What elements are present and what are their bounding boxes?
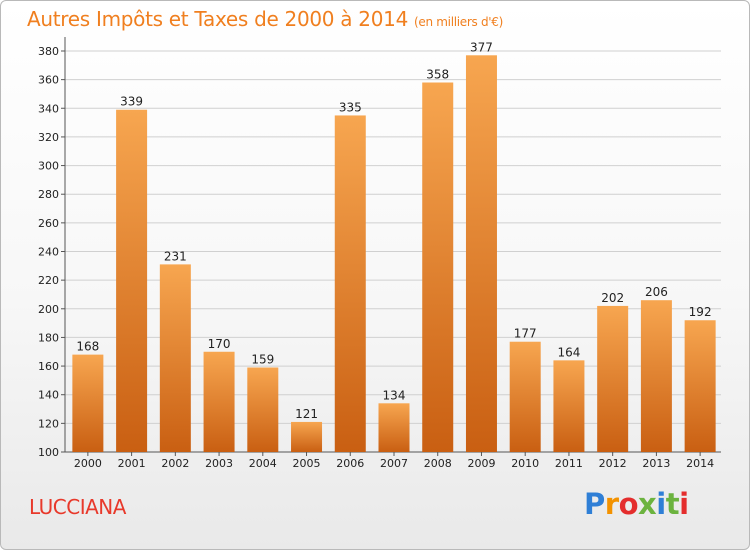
bar-2009 — [465, 55, 497, 453]
commune-name: LUCCIANA — [29, 495, 126, 519]
chart-unit: (en milliers d'€) — [414, 15, 504, 29]
x-tick-label: 2001 — [118, 457, 146, 470]
y-tick-label: 200 — [38, 303, 59, 316]
y-tick-label: 280 — [38, 188, 59, 201]
x-tick-label: 2010 — [511, 457, 539, 470]
bar-2001 — [116, 109, 148, 452]
y-tick-label: 320 — [38, 131, 59, 144]
bar-2004 — [247, 367, 279, 452]
data-label: 192 — [689, 305, 712, 319]
y-tick-label: 220 — [38, 274, 59, 287]
x-tick-label: 2005 — [293, 457, 321, 470]
y-tick-label: 180 — [38, 331, 59, 344]
y-tick-label: 300 — [38, 160, 59, 173]
y-tick-label: 140 — [38, 389, 59, 402]
y-tick-label: 160 — [38, 360, 59, 373]
bar-2000 — [72, 354, 104, 452]
data-label: 202 — [601, 291, 624, 305]
data-label: 206 — [645, 285, 668, 299]
bar-2011 — [553, 360, 585, 452]
x-tick-label: 2008 — [424, 457, 452, 470]
bar-2013 — [640, 300, 672, 452]
y-tick-label: 380 — [38, 45, 59, 58]
chart-title: Autres Impôts et Taxes de 2000 à 2014 (en… — [27, 7, 503, 31]
logo-letter: P — [584, 487, 605, 521]
bars — [72, 55, 716, 453]
data-label: 339 — [120, 95, 143, 109]
logo-letter: o — [618, 487, 639, 521]
x-tick-label: 2003 — [205, 457, 233, 470]
x-tick-label: 2007 — [380, 457, 408, 470]
data-label: 168 — [76, 340, 99, 354]
chart-title-text: Autres Impôts et Taxes de 2000 à 2014 — [27, 7, 408, 31]
x-tick-label: 2006 — [336, 457, 364, 470]
labels: 100 120 140 160 180 200 220 240 260 280 300 320 340 3… — [38, 40, 714, 470]
data-label: 170 — [208, 337, 231, 351]
x-tick-label: 2004 — [249, 457, 277, 470]
logo-letter: t — [665, 487, 680, 521]
proxiti-logo[interactable]: Proxiti — [584, 487, 689, 521]
x-tick-label: 2013 — [642, 457, 670, 470]
data-label: 159 — [251, 353, 274, 367]
bar-2005 — [291, 421, 323, 452]
data-label: 177 — [514, 327, 537, 341]
bar-2002 — [159, 264, 191, 452]
logo-letter: i — [656, 487, 666, 521]
bar-2012 — [597, 305, 629, 452]
logo-letter: x — [638, 487, 657, 521]
data-label: 231 — [164, 249, 187, 263]
bar-2014 — [684, 320, 716, 452]
data-label: 335 — [339, 100, 362, 114]
x-tick-label: 2012 — [599, 457, 627, 470]
data-label: 164 — [557, 345, 580, 359]
bar-2010 — [509, 341, 541, 452]
x-tick-label: 2014 — [686, 457, 714, 470]
y-tick-label: 240 — [38, 246, 59, 259]
data-label: 121 — [295, 407, 318, 421]
x-tick-label: 2002 — [161, 457, 189, 470]
logo-letter: i — [679, 487, 689, 521]
x-tick-label: 2000 — [74, 457, 102, 470]
x-tick-label: 2011 — [555, 457, 583, 470]
y-tick-label: 120 — [38, 417, 59, 430]
bar-2008 — [422, 82, 454, 452]
bar-2006 — [334, 115, 366, 453]
x-tick-label: 2009 — [467, 457, 495, 470]
y-tick-label: 340 — [38, 102, 59, 115]
data-label: 358 — [426, 68, 449, 82]
data-label: 134 — [383, 388, 406, 402]
y-tick-label: 260 — [38, 217, 59, 230]
data-label: 377 — [470, 40, 493, 54]
logo-letter: r — [604, 487, 619, 521]
bar-2007 — [378, 403, 410, 452]
y-tick-label: 360 — [38, 74, 59, 87]
y-tick-label: 100 — [38, 446, 59, 459]
bar-2003 — [203, 351, 235, 452]
